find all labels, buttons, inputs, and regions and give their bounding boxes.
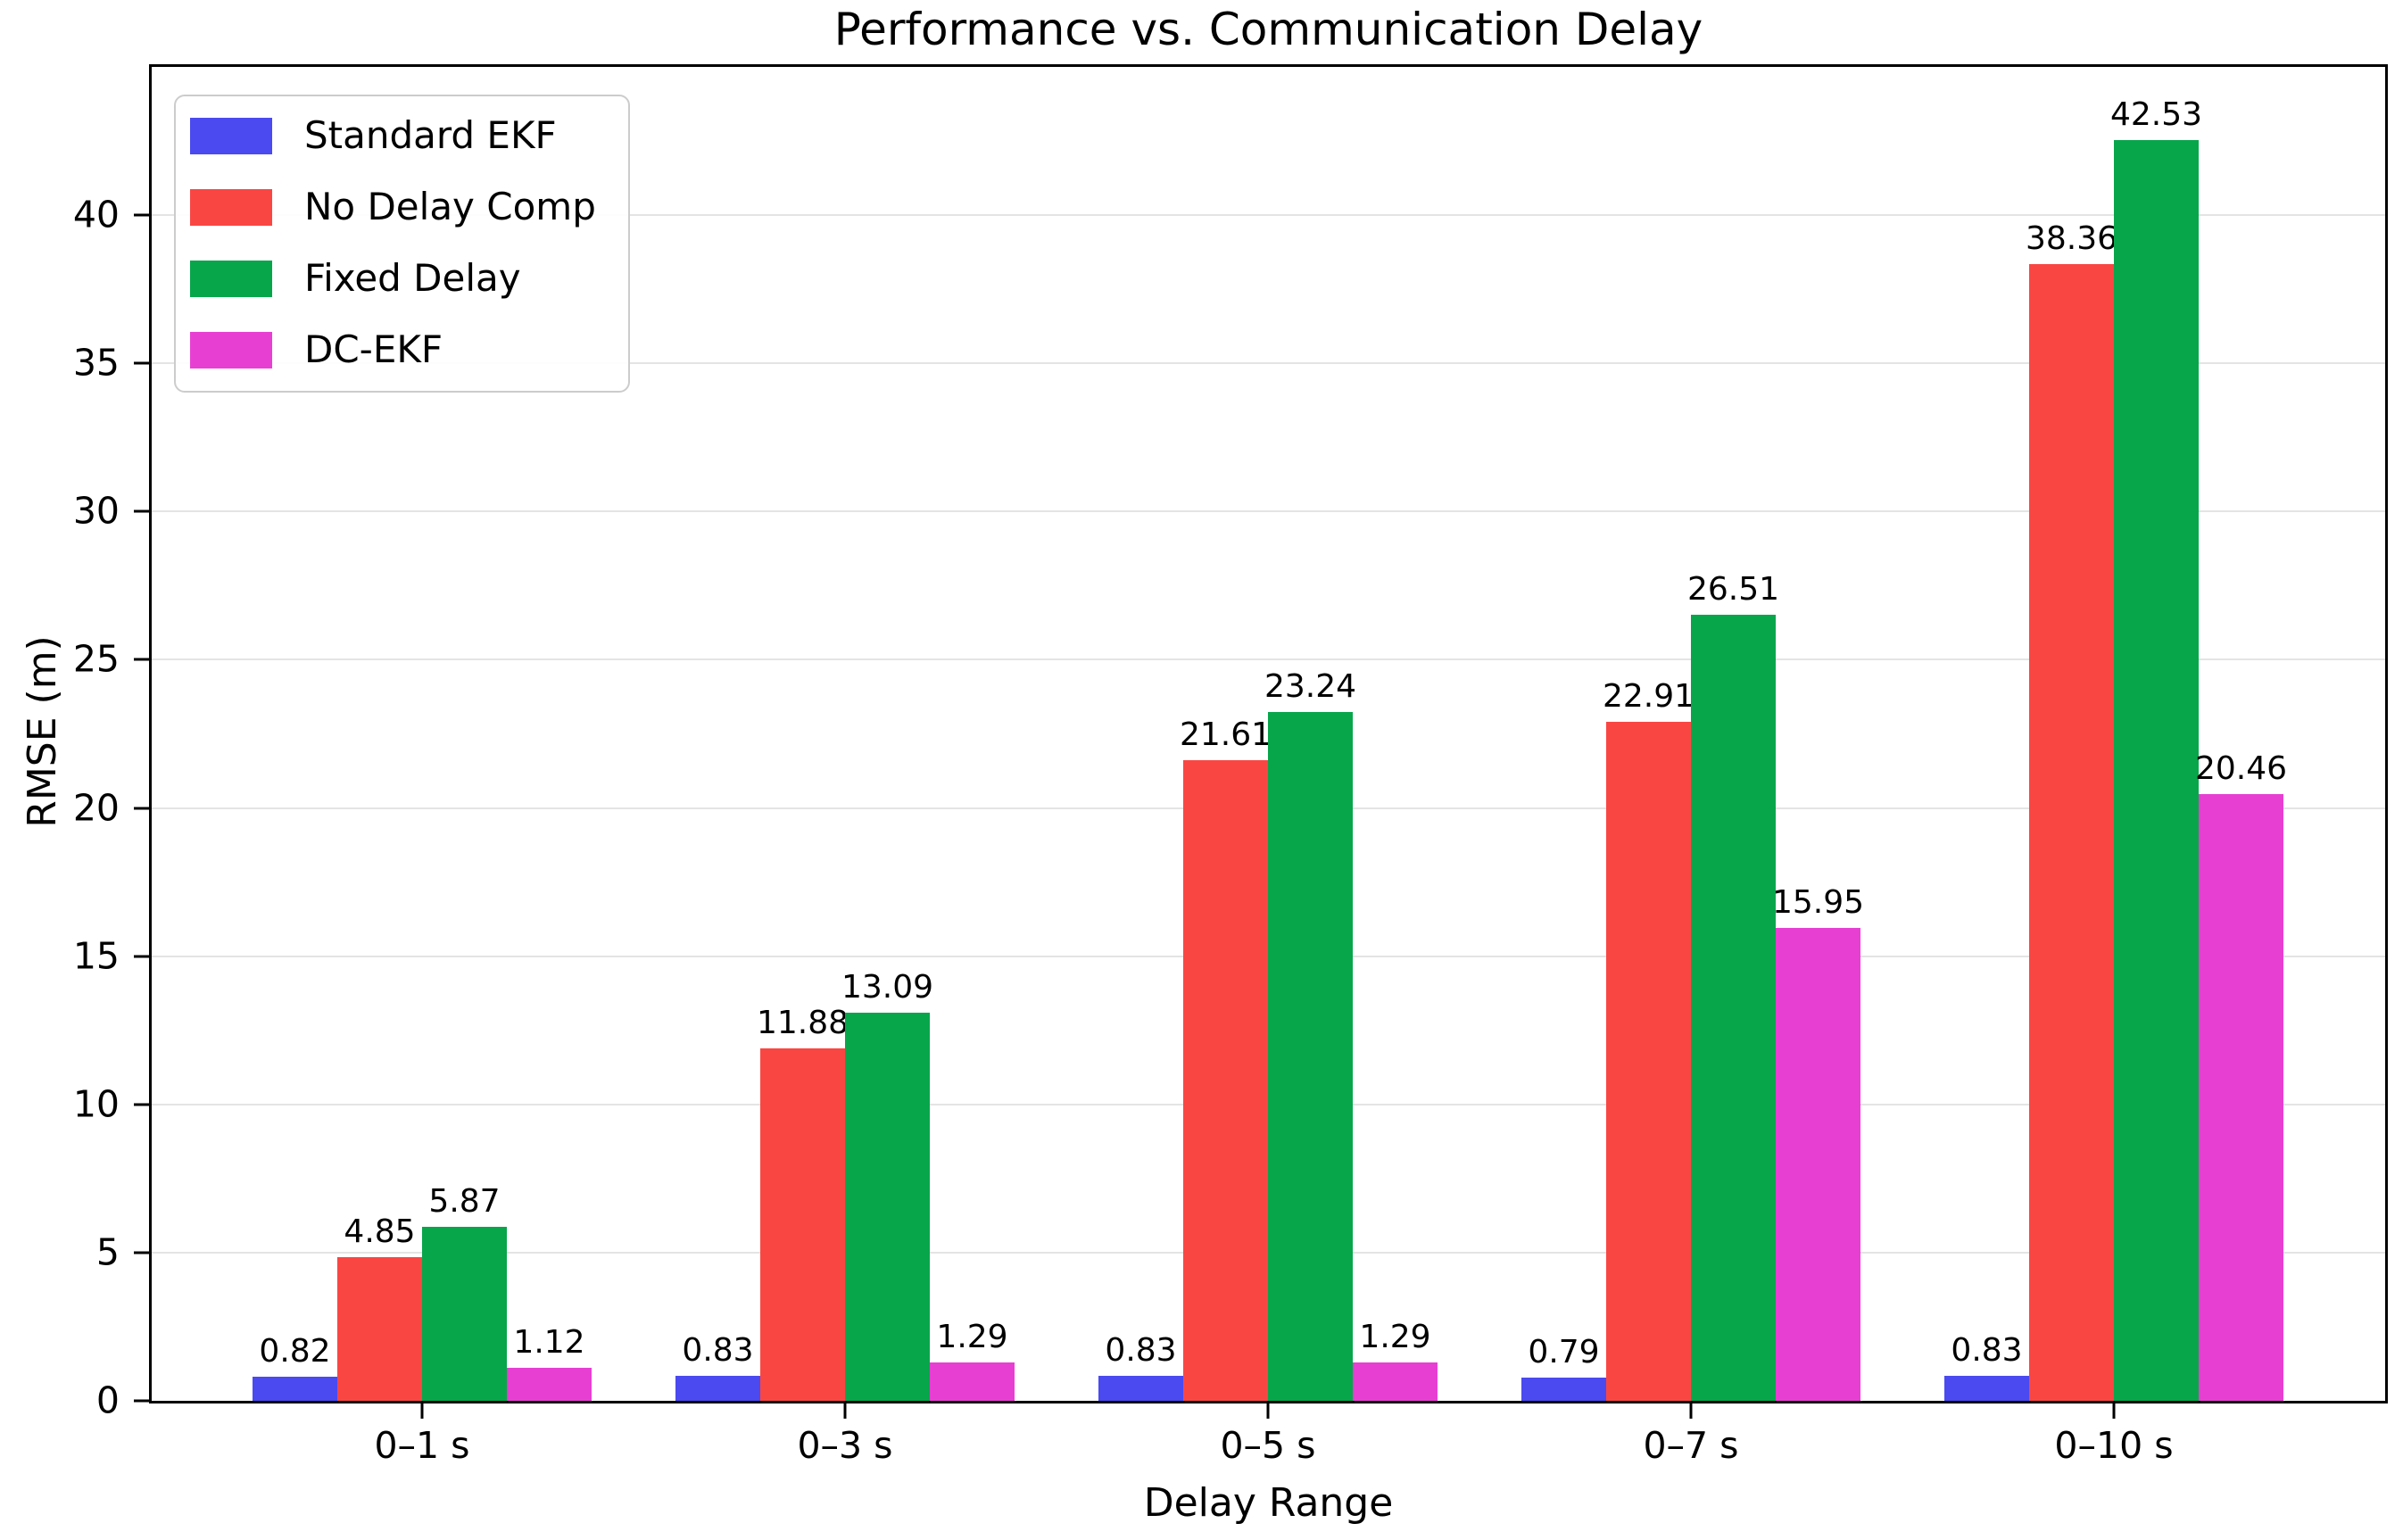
bar-value-label: 0.79 (1528, 1333, 1600, 1370)
bar (1691, 615, 1776, 1401)
x-tick-mark (1266, 1403, 1270, 1419)
y-tick-label: 10 (72, 1082, 120, 1126)
y-tick-mark (134, 509, 149, 513)
bar (1353, 1362, 1438, 1401)
legend-label: Fixed Delay (304, 256, 521, 300)
bar-value-label: 20.46 (2194, 750, 2288, 788)
bar (422, 1227, 507, 1401)
gridline (152, 214, 2385, 217)
bar (1944, 1376, 2029, 1401)
bar (1098, 1376, 1183, 1401)
bar-value-label: 0.83 (1951, 1332, 2023, 1370)
x-tick-label: 0–10 s (2054, 1424, 2174, 1467)
bar (930, 1362, 1015, 1401)
legend-item: DC-EKF (190, 330, 610, 369)
y-tick-mark (134, 807, 149, 810)
gridline (152, 362, 2385, 365)
y-tick-mark (134, 1399, 149, 1403)
x-tick-label: 0–7 s (1643, 1424, 1739, 1467)
bar (675, 1376, 760, 1401)
x-tick-mark (843, 1403, 847, 1419)
bar-value-label: 0.83 (682, 1332, 754, 1370)
y-axis-label: RMSE (m) (20, 635, 65, 828)
y-tick-mark (134, 658, 149, 661)
legend: Standard EKF No Delay Comp Fixed Delay DC-E… (174, 95, 630, 393)
bar-value-label: 1.12 (513, 1323, 585, 1361)
x-tick-label: 0–3 s (797, 1424, 893, 1467)
y-tick-label: 15 (72, 934, 120, 978)
x-axis-label: Delay Range (1143, 1480, 1394, 1526)
y-tick-label: 20 (72, 786, 120, 830)
bar-value-label: 1.29 (1359, 1319, 1431, 1356)
bar-value-label: 4.85 (344, 1213, 416, 1250)
bar-value-label: 21.61 (1179, 716, 1272, 754)
legend-label: DC-EKF (304, 327, 443, 371)
gridline (152, 510, 2385, 513)
y-tick-label: 0 (95, 1379, 120, 1422)
bar-value-label: 23.24 (1264, 667, 1357, 705)
y-tick-mark (134, 213, 149, 217)
x-tick-label: 0–5 s (1220, 1424, 1316, 1467)
bar (1268, 711, 1353, 1401)
legend-item: No Delay Comp (190, 187, 610, 227)
x-tick-mark (420, 1403, 424, 1419)
bar (1521, 1377, 1606, 1401)
y-tick-mark (134, 361, 149, 365)
bar (760, 1048, 845, 1401)
y-tick-mark (134, 1251, 149, 1254)
y-tick-label: 5 (95, 1230, 120, 1274)
bar-value-label: 11.88 (756, 1005, 849, 1042)
bar-value-label: 0.82 (259, 1332, 331, 1370)
legend-swatch (190, 117, 272, 154)
bar-value-label: 22.91 (1602, 677, 1695, 715)
y-tick-mark (134, 955, 149, 958)
bar (1183, 760, 1268, 1401)
bar-value-label: 5.87 (428, 1183, 501, 1220)
bar-value-label: 15.95 (1771, 884, 1865, 922)
bar-value-label: 1.29 (936, 1319, 1008, 1356)
y-tick-label: 40 (72, 193, 120, 236)
chart-title: Performance vs. Communication Delay (833, 4, 1703, 55)
y-tick-label: 30 (72, 489, 120, 533)
bar (2029, 263, 2114, 1401)
legend-item: Standard EKF (190, 116, 610, 155)
y-tick-label: 35 (72, 341, 120, 385)
bar-value-label: 26.51 (1686, 571, 1780, 609)
bar-value-label: 38.36 (2025, 219, 2118, 257)
x-tick-label: 0–1 s (374, 1424, 470, 1467)
bar (1776, 928, 1860, 1401)
legend-item: Fixed Delay (190, 259, 610, 298)
legend-label: Standard EKF (304, 113, 557, 157)
y-tick-mark (134, 1103, 149, 1106)
x-tick-mark (1689, 1403, 1693, 1419)
bar-value-label: 13.09 (841, 969, 934, 1006)
bar-value-label: 0.83 (1105, 1332, 1177, 1370)
legend-items: Standard EKF No Delay Comp Fixed Delay DC-E… (190, 116, 610, 369)
bar (2114, 140, 2199, 1401)
gridline (152, 658, 2385, 661)
legend-swatch (190, 331, 272, 368)
legend-label: No Delay Comp (304, 185, 596, 228)
bar (845, 1013, 930, 1401)
plot-area: 0 5 10 15 20 25 30 35 40 0–1 s 0–3 s 0–5 s 0–7 s 0–1… (73, 64, 2388, 1465)
bar (2199, 794, 2283, 1401)
bar (1606, 721, 1691, 1401)
bar (253, 1376, 337, 1401)
bar (507, 1367, 592, 1401)
x-tick-mark (2112, 1403, 2116, 1419)
legend-swatch (190, 260, 272, 297)
bar-value-label: 42.53 (2109, 96, 2203, 134)
bar (337, 1256, 422, 1401)
legend-swatch (190, 188, 272, 226)
y-tick-label: 25 (72, 637, 120, 681)
